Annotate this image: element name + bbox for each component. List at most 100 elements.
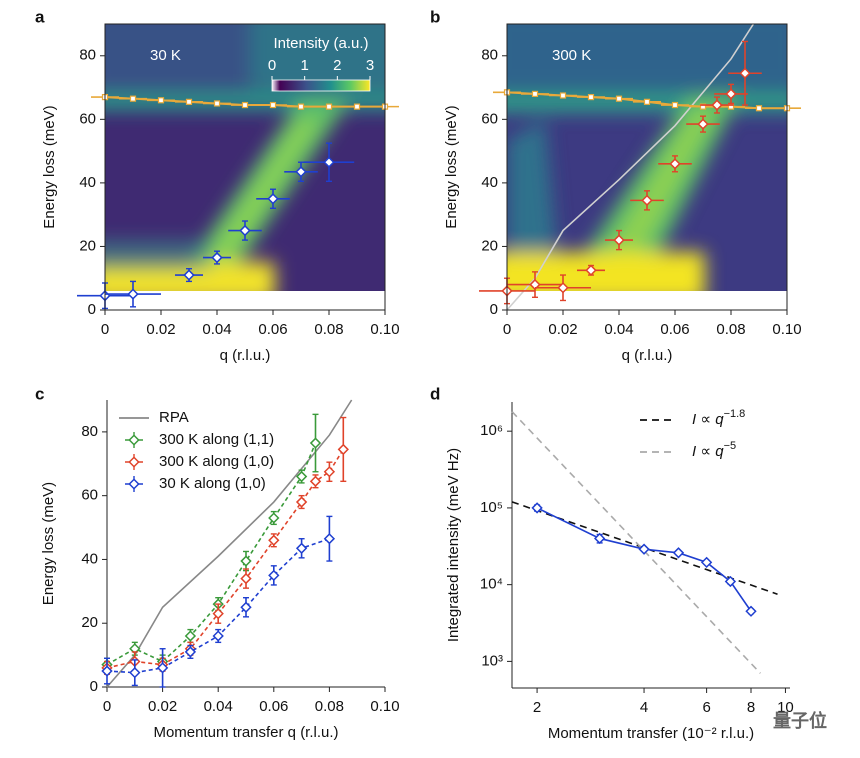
y-axis-label: Energy loss (meV) xyxy=(41,105,58,228)
y-tick-label: 80 xyxy=(481,47,498,64)
x-tick-label: 0 xyxy=(503,321,511,338)
legend-swatch xyxy=(128,478,140,490)
data-point xyxy=(711,99,723,111)
y-axis-label: Integrated intensity (meV Hz) xyxy=(445,448,462,642)
data-point xyxy=(587,93,595,101)
data-point xyxy=(725,88,737,100)
data-point xyxy=(745,605,757,617)
colorbar-label: Intensity (a.u.) xyxy=(273,35,368,52)
x-tick-label: 0 xyxy=(101,321,109,338)
data-point xyxy=(353,103,361,110)
y-tick-label: 80 xyxy=(81,423,98,440)
x-tick-label: 0.04 xyxy=(604,321,633,338)
data-point xyxy=(127,288,139,300)
data-point xyxy=(699,103,707,110)
data-point xyxy=(240,572,252,585)
x-tick-label: 0.06 xyxy=(259,698,288,715)
data-point xyxy=(267,193,279,205)
legend-label: 30 K along (1,0) xyxy=(159,475,266,492)
data-point xyxy=(323,156,335,168)
legend-label-text: I ∝ q xyxy=(692,411,724,428)
y-tick-label: 0 xyxy=(90,678,98,695)
y-tick-label: 10³ xyxy=(481,652,503,669)
y-tick-label: 60 xyxy=(79,110,96,127)
data-point xyxy=(531,90,539,98)
y-tick-label: 10⁵ xyxy=(480,499,503,516)
x-axis-label: Momentum transfer q (r.l.u.) xyxy=(153,724,338,741)
legend-label: I ∝ q−5 xyxy=(692,440,736,460)
colorbar-tick-label: 1 xyxy=(300,57,308,74)
data-point xyxy=(156,662,169,674)
x-tick-label: 0.02 xyxy=(148,698,177,715)
x-tick-label: 4 xyxy=(640,699,648,716)
data-point xyxy=(239,224,251,237)
plot-frame xyxy=(104,23,386,311)
x-tick-label: 0.04 xyxy=(202,321,231,338)
panel-label: d xyxy=(430,384,440,403)
series-line xyxy=(536,507,752,612)
x-tick-label: 0.08 xyxy=(716,321,745,338)
watermark: 量子位 xyxy=(773,710,827,731)
legend-label-text: 300 K along (1,1) xyxy=(159,431,274,448)
colorbar-tick-label: 3 xyxy=(366,57,374,74)
data-point xyxy=(183,269,195,281)
colorbar xyxy=(271,79,371,92)
data-point xyxy=(697,118,709,130)
legend-label-text: 300 K along (1,0) xyxy=(159,453,274,470)
data-point xyxy=(613,234,625,246)
data-point xyxy=(669,158,681,170)
data-point xyxy=(585,264,597,276)
temperature-label: 30 K xyxy=(150,47,181,64)
y-tick-label: 20 xyxy=(481,237,498,254)
data-point xyxy=(184,646,197,658)
data-point xyxy=(739,67,751,79)
data-point xyxy=(531,502,543,514)
legend-label-exponent: −5 xyxy=(724,440,737,452)
data-point xyxy=(213,100,221,107)
y-tick-label: 80 xyxy=(79,47,96,64)
data-point xyxy=(593,532,606,545)
data-point xyxy=(641,194,653,207)
temperature-label: 300 K xyxy=(552,47,591,64)
y-tick-label: 60 xyxy=(81,487,98,504)
data-point xyxy=(240,555,252,567)
data-point xyxy=(295,542,308,554)
y-axis-label: Energy loss (meV) xyxy=(40,482,57,605)
data-point xyxy=(297,103,305,110)
data-point xyxy=(295,496,308,508)
plot-frame xyxy=(506,23,788,311)
legend-label: 300 K along (1,0) xyxy=(159,453,274,470)
y-tick-label: 40 xyxy=(81,550,98,567)
x-tick-label: 8 xyxy=(747,699,755,716)
x-tick-label: 0.10 xyxy=(370,698,399,715)
colorbar-tick-label: 2 xyxy=(333,57,341,74)
data-point xyxy=(529,278,541,291)
data-point xyxy=(325,103,333,110)
data-point xyxy=(559,92,567,99)
data-point xyxy=(337,443,349,456)
legend-label-text: RPA xyxy=(159,409,189,426)
y-tick-label: 0 xyxy=(490,301,498,318)
x-tick-label: 0.06 xyxy=(660,321,689,338)
data-point xyxy=(638,543,650,555)
y-tick-label: 10⁴ xyxy=(480,576,503,593)
x-tick-label: 0.10 xyxy=(772,321,801,338)
x-tick-label: 0.10 xyxy=(370,321,399,338)
legend-label: RPA xyxy=(159,409,189,426)
legend-label: I ∝ q−1.8 xyxy=(692,408,745,428)
data-point xyxy=(323,533,336,545)
data-point xyxy=(129,95,137,102)
y-tick-label: 40 xyxy=(481,174,498,191)
y-tick-label: 20 xyxy=(81,614,98,631)
data-point xyxy=(240,601,252,613)
y-axis-label: Energy loss (meV) xyxy=(443,105,460,228)
x-tick-label: 0.08 xyxy=(315,698,344,715)
data-point xyxy=(268,512,280,524)
x-tick-label: 0.04 xyxy=(204,698,233,715)
data-point xyxy=(557,282,569,294)
x-axis-label: q (r.l.u.) xyxy=(220,347,271,364)
x-tick-label: 6 xyxy=(702,699,710,716)
heatmap-image xyxy=(105,24,385,291)
data-point xyxy=(269,101,277,109)
